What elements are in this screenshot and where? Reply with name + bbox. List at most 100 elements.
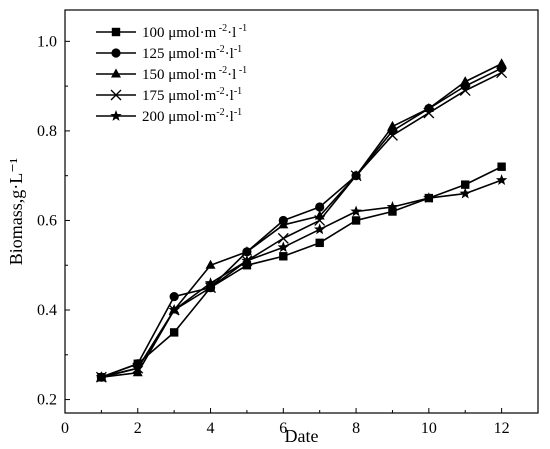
legend-label-sup: -2 (216, 23, 227, 34)
legend-label-sup: -1 (236, 65, 247, 76)
legend-marker (111, 68, 121, 78)
data-point (277, 241, 290, 253)
y-tick-label: 1.0 (37, 33, 57, 50)
x-marker-stroke (205, 282, 216, 294)
y-tick-label: 0.2 (37, 392, 57, 409)
data-point (496, 58, 507, 68)
data-point (459, 187, 471, 199)
data-point (169, 328, 179, 337)
y-tick-label: 0.6 (37, 212, 57, 229)
legend-marker (110, 89, 122, 101)
x-tick-label: 12 (494, 420, 510, 437)
data-point (350, 170, 362, 182)
data-point (205, 259, 216, 269)
data-point (313, 223, 326, 235)
data-point (388, 207, 397, 216)
data-point (204, 277, 217, 288)
data-point (351, 216, 361, 225)
legend-label-base: 200 μmol·m (142, 109, 217, 125)
legend-item: 200 μmol·m-2·l-1 (96, 107, 242, 125)
x-tick-label: 6 (279, 420, 287, 437)
x-tick-label: 0 (61, 420, 69, 437)
x-tick-label: 10 (421, 420, 437, 437)
legend-label: 100 μmol·m -2·l -1 (142, 23, 247, 41)
x-marker-stroke (110, 89, 122, 101)
data-point (387, 120, 398, 130)
plot-frame (64, 9, 539, 414)
series-3 (96, 58, 507, 381)
legend-label-base: 100 μmol·m (142, 25, 217, 41)
legend-label: 150 μmol·m -2·l -1 (142, 65, 247, 83)
axes: 0 2 4 6 8 10 12 0.2 0.4 0.6 0.8 1.0 (37, 9, 539, 437)
x-tick-label: 4 (207, 420, 215, 437)
legend-label-sup: -2 (216, 86, 224, 97)
legend-label-sup: -2 (216, 44, 224, 55)
legend-label-sup: -1 (236, 23, 247, 34)
data-point (461, 180, 470, 189)
data-point (278, 219, 289, 229)
legend-marker (111, 27, 121, 37)
y-tick-label: 0.8 (37, 123, 57, 140)
legend-item: 125 μmol·m-2·l-1 (96, 44, 242, 62)
x-marker-stroke (314, 214, 326, 226)
data-point (350, 205, 362, 217)
data-point (168, 304, 180, 315)
series-line (100, 179, 503, 378)
data-point (95, 371, 108, 383)
legend-label: 200 μmol·m-2·l-1 (142, 107, 242, 125)
legend-label-mid: ·l (227, 67, 236, 83)
data-point (387, 129, 398, 141)
legend-label-mid: ·l (225, 109, 234, 125)
legend-label-sup: -2 (216, 107, 224, 118)
x-marker-stroke (350, 170, 362, 182)
data-point (497, 162, 506, 171)
legend-label-base: 175 μmol·m (142, 88, 217, 104)
data-point (132, 362, 144, 374)
x-marker-stroke (423, 107, 435, 119)
data-point (279, 252, 288, 261)
data-point (277, 232, 289, 244)
data-point (242, 261, 252, 270)
x-marker-stroke (387, 129, 398, 141)
series-layer (95, 58, 508, 383)
legend-label: 125 μmol·m-2·l-1 (142, 44, 242, 62)
legend-item: 175 μmol·m-2·l-1 (96, 86, 242, 104)
x-marker-stroke (459, 85, 471, 97)
legend-label: 175 μmol·m-2·l-1 (142, 86, 242, 104)
data-point (495, 174, 508, 186)
data-point (423, 107, 435, 119)
data-point (386, 201, 399, 212)
data-point (241, 246, 252, 256)
data-point (315, 238, 324, 248)
legend-item: 100 μmol·m -2·l -1 (96, 23, 247, 41)
data-point (496, 67, 508, 79)
data-point (460, 76, 471, 86)
legend-marker (110, 110, 122, 121)
data-point (169, 291, 179, 302)
legend-marker (111, 48, 121, 58)
data-point (314, 214, 326, 226)
legend-label-sup: -1 (234, 107, 242, 118)
data-point (423, 192, 435, 203)
legend-label-sup: -2 (216, 65, 227, 76)
data-point (459, 85, 471, 97)
x-tick-label: 8 (352, 420, 360, 437)
data-point (315, 202, 325, 212)
data-point (241, 254, 253, 266)
x-tick-label: 2 (134, 420, 142, 437)
x-marker-stroke (277, 232, 289, 244)
legend-label-sup: -1 (234, 44, 242, 55)
legend-label-mid: ·l (225, 46, 234, 62)
legend-label-mid: ·l (225, 88, 234, 104)
series-line (100, 165, 503, 378)
legend-label-mid: ·l (227, 25, 236, 41)
y-tick-label: 0.4 (37, 302, 57, 319)
data-point (132, 367, 143, 377)
legend-label-base: 150 μmol·m (142, 67, 217, 83)
legend-label-sup: -1 (234, 86, 242, 97)
legend-label-base: 125 μmol·m (142, 46, 217, 62)
x-marker-stroke (496, 67, 508, 79)
